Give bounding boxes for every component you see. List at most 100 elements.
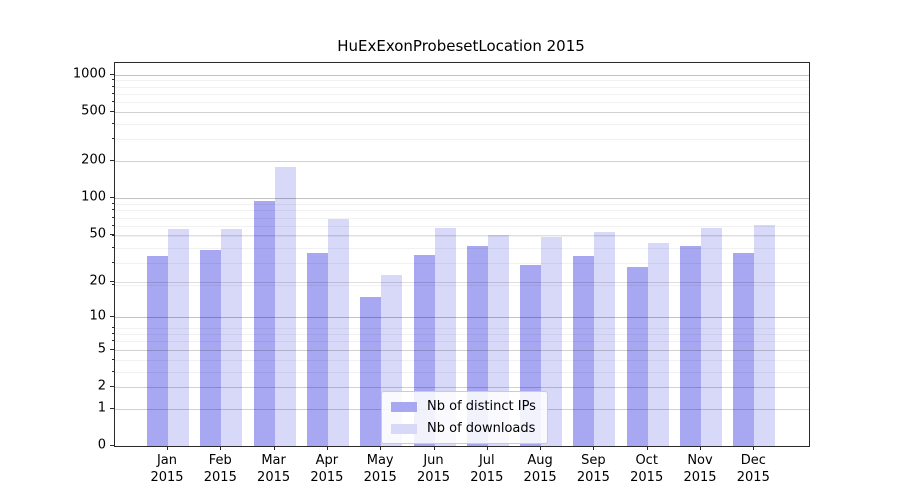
x-tick-label-month: Feb (208, 453, 232, 468)
y-minor-tick-mark (112, 224, 114, 226)
y-minor-tick-mark (112, 333, 114, 335)
y-gridline (115, 284, 809, 286)
y-gridline (115, 204, 809, 206)
bar-distinct-ips-feb (200, 250, 222, 446)
x-axis-tick-label: Jun 2015 (406, 452, 462, 486)
x-tick-mark (273, 446, 275, 450)
y-minor-tick-mark (112, 283, 114, 285)
bar-distinct-ips-sep (573, 256, 595, 446)
y-axis-tick-label: 10 (89, 308, 106, 324)
bar-distinct-ips-apr (306, 253, 328, 446)
y-axis-tick-label: 0 (97, 437, 106, 453)
y-minor-tick-mark (112, 138, 114, 140)
x-tick-mark (593, 446, 595, 450)
legend-label-downloads: Nb of downloads (427, 421, 536, 436)
y-gridline (115, 161, 809, 163)
y-gridline (115, 123, 809, 125)
x-tick-label-year: 2015 (630, 470, 664, 485)
x-tick-label-year: 2015 (257, 470, 291, 485)
y-tick-mark (110, 233, 114, 235)
legend-item-downloads: Nb of downloads (391, 421, 536, 436)
y-gridline (115, 371, 809, 373)
y-axis-tick-label: 2 (97, 378, 106, 394)
y-minor-tick-mark (112, 160, 114, 162)
x-axis-tick-label: Dec 2015 (725, 452, 781, 486)
bar-distinct-ips-mar (253, 200, 275, 446)
legend: Nb of distinct IPs Nb of downloads (381, 391, 548, 444)
y-gridline (115, 111, 809, 113)
legend-item-distinct-ips: Nb of distinct IPs (391, 399, 536, 414)
x-tick-label-month: Sep (581, 453, 606, 468)
y-axis-tick-label: 5 (97, 341, 106, 357)
y-axis-tick-label: 50 (89, 226, 106, 242)
x-tick-mark (167, 446, 168, 450)
y-minor-tick-mark (112, 326, 114, 328)
y-gridline (115, 247, 809, 249)
y-minor-tick-mark (112, 79, 114, 81)
x-tick-label-month: Jul (478, 453, 495, 468)
x-tick-mark (326, 446, 328, 450)
bar-downloads-feb (221, 228, 243, 446)
x-tick-label-year: 2015 (363, 470, 397, 485)
y-minor-tick-mark (112, 370, 114, 372)
bar-distinct-ips-may (360, 296, 382, 446)
y-minor-tick-mark (112, 110, 114, 112)
y-tick-mark (110, 281, 114, 283)
y-gridline (115, 160, 809, 162)
y-gridline (115, 263, 809, 265)
x-axis-tick-label: Apr 2015 (299, 452, 355, 486)
y-gridline (115, 111, 809, 113)
x-tick-label-month: Apr (315, 453, 339, 468)
x-tick-label-year: 2015 (310, 470, 344, 485)
x-axis-tick-label: Nov 2015 (672, 452, 728, 486)
y-gridline (115, 210, 809, 212)
y-gridline (115, 386, 809, 388)
y-gridline (115, 74, 809, 76)
x-tick-mark (220, 446, 222, 450)
y-minor-tick-mark (112, 216, 114, 218)
y-minor-tick-mark (112, 262, 114, 264)
bar-downloads-apr (327, 219, 349, 446)
x-axis-tick-label: Jul 2015 (459, 452, 515, 486)
y-gridline (115, 341, 809, 343)
x-tick-mark (753, 446, 755, 450)
y-gridline (115, 80, 809, 82)
bar-distinct-ips-dec (733, 253, 755, 446)
x-tick-label-month: Aug (527, 453, 553, 468)
y-minor-tick-mark (112, 209, 114, 211)
y-tick-mark (110, 445, 114, 446)
x-axis-tick-label: Feb 2015 (192, 452, 248, 486)
x-tick-label-month: May (366, 453, 394, 468)
y-tick-mark (110, 73, 114, 75)
y-gridline (115, 334, 809, 336)
bar-downloads-oct (647, 242, 669, 446)
x-axis-tick-label: Sep 2015 (565, 452, 621, 486)
y-minor-tick-mark (112, 340, 114, 342)
bar-downloads-sep (594, 231, 616, 446)
x-tick-label-year: 2015 (683, 470, 717, 485)
x-tick-label-month: Mar (261, 453, 286, 468)
y-gridline (115, 386, 809, 388)
x-tick-label-year: 2015 (203, 470, 237, 485)
bar-distinct-ips-jan (147, 256, 168, 446)
y-gridline (115, 93, 809, 95)
y-gridline (115, 327, 809, 329)
bar-downloads-nov (701, 227, 722, 446)
y-minor-tick-mark (112, 203, 114, 205)
y-minor-tick-mark (112, 348, 114, 350)
bar-downloads-dec (754, 225, 776, 446)
y-gridline (115, 282, 809, 284)
y-minor-tick-mark (112, 407, 114, 409)
x-tick-label-month: Jan (156, 453, 178, 468)
y-axis-tick-label: 100 (81, 189, 106, 205)
bar-distinct-ips-nov (680, 246, 701, 446)
x-tick-label-year: 2015 (523, 470, 557, 485)
x-tick-label-year: 2015 (416, 470, 451, 485)
y-minor-tick-mark (112, 122, 114, 124)
y-axis-tick-label: 500 (81, 103, 106, 119)
y-minor-tick-mark (112, 246, 114, 248)
y-minor-tick-mark (112, 92, 114, 94)
legend-swatch-downloads (391, 423, 417, 434)
legend-swatch-distinct-ips (391, 401, 417, 412)
